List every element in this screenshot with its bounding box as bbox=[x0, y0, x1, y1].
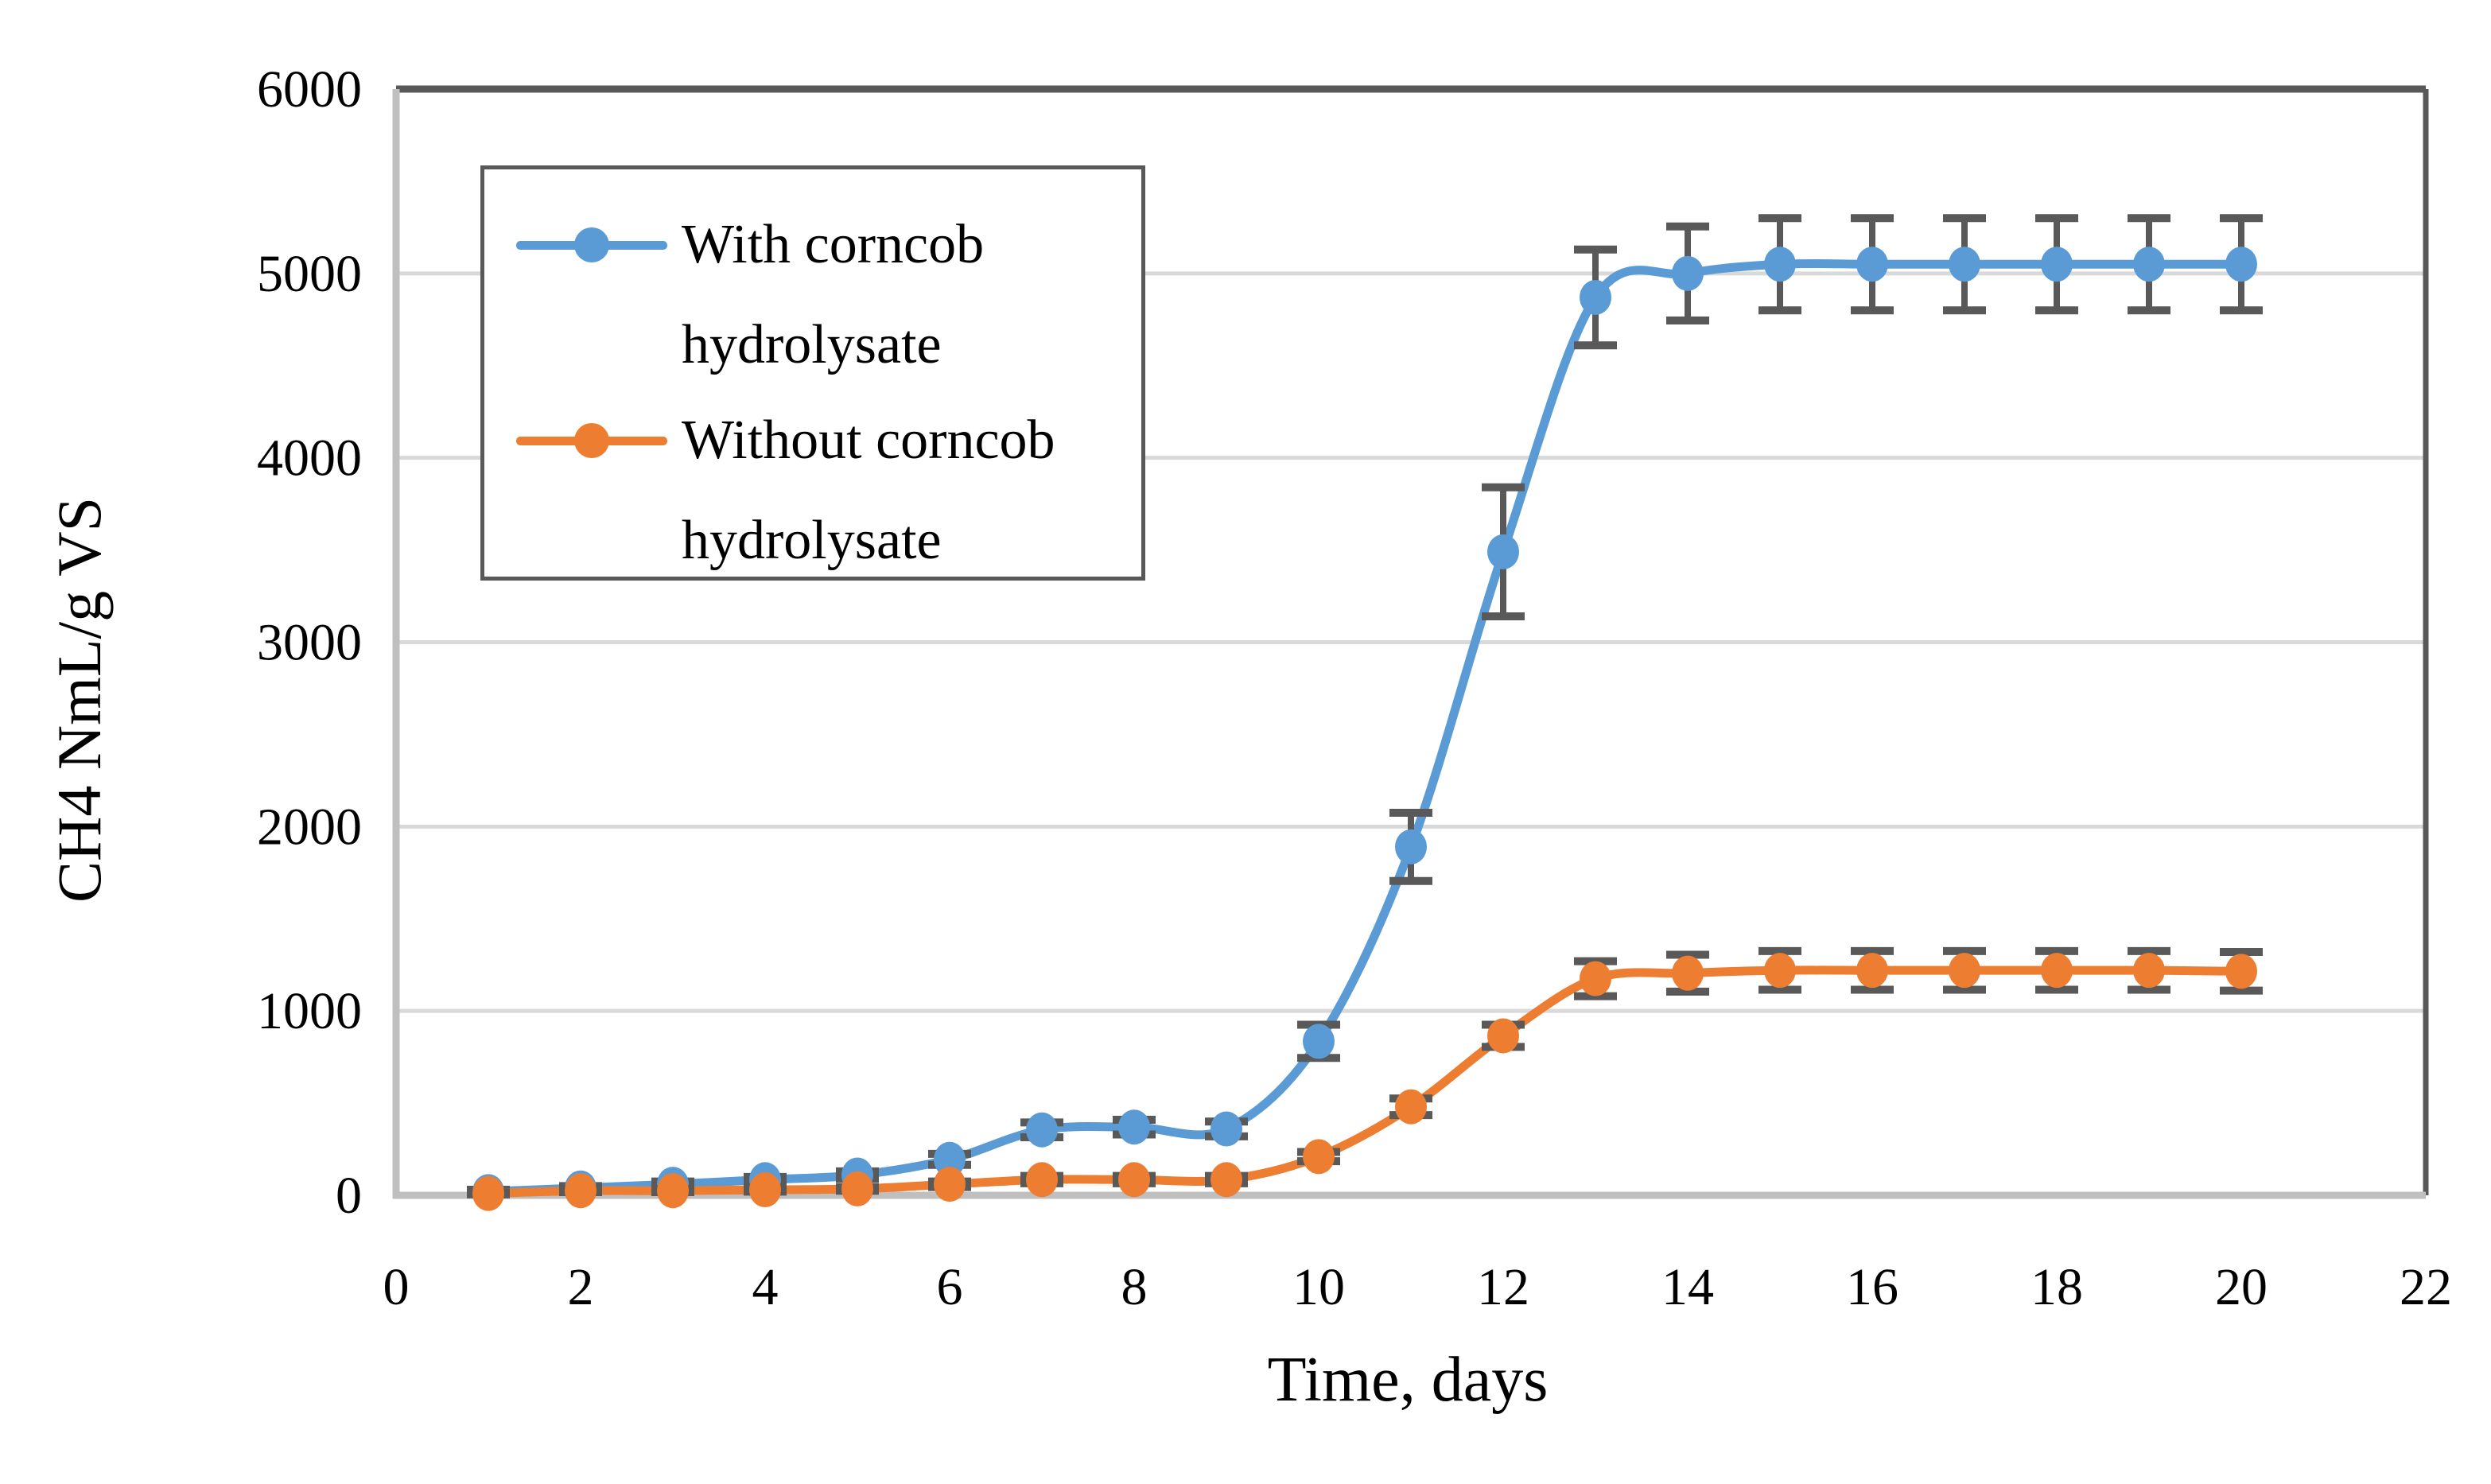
data-point-with-corncob bbox=[1118, 1109, 1150, 1145]
y-tick-label: 3000 bbox=[257, 614, 362, 672]
data-point-without-corncob bbox=[1949, 953, 1980, 989]
data-point-without-corncob bbox=[565, 1173, 597, 1209]
data-point-with-corncob bbox=[1211, 1111, 1242, 1147]
data-point-without-corncob bbox=[2225, 954, 2257, 989]
x-tick-label: 12 bbox=[1477, 1258, 1529, 1316]
legend-marker-with-corncob bbox=[516, 195, 667, 295]
legend-marker-without-corncob bbox=[516, 390, 667, 491]
data-point-without-corncob bbox=[657, 1173, 689, 1209]
legend-label-without-corncob: Without corncob hydrolysate bbox=[682, 410, 1055, 571]
data-point-with-corncob bbox=[1395, 829, 1427, 864]
x-tick-label: 16 bbox=[1846, 1258, 1898, 1316]
x-tick-label: 18 bbox=[2030, 1258, 2083, 1316]
x-tick-label: 10 bbox=[1292, 1258, 1345, 1316]
data-point-without-corncob bbox=[2041, 953, 2073, 989]
data-point-with-corncob bbox=[1026, 1112, 1058, 1148]
data-point-with-corncob bbox=[1303, 1024, 1335, 1059]
data-point-without-corncob bbox=[1118, 1162, 1150, 1198]
data-point-without-corncob bbox=[1580, 961, 1611, 996]
x-tick-label: 0 bbox=[383, 1258, 410, 1316]
data-point-with-corncob bbox=[2225, 247, 2257, 282]
data-point-without-corncob bbox=[1303, 1139, 1335, 1175]
data-point-without-corncob bbox=[1487, 1018, 1519, 1054]
data-point-without-corncob bbox=[1856, 953, 1888, 989]
x-tick-label: 2 bbox=[568, 1258, 594, 1316]
data-point-with-corncob bbox=[2041, 247, 2073, 282]
series-line-without-corncob bbox=[484, 965, 2246, 1198]
x-tick-label: 20 bbox=[2215, 1258, 2268, 1316]
x-tick-label: 8 bbox=[1121, 1258, 1148, 1316]
y-tick-label: 4000 bbox=[257, 429, 362, 488]
legend-label-with-corncob: With corncob hydrolysate bbox=[682, 214, 985, 375]
data-point-without-corncob bbox=[1672, 955, 1704, 991]
data-point-with-corncob bbox=[1487, 534, 1519, 569]
legend-dot-sample-blue bbox=[574, 227, 609, 262]
legend-box: With corncob hydrolysate Without corncob… bbox=[480, 165, 1145, 581]
y-tick-label: 0 bbox=[336, 1167, 362, 1225]
y-tick-label: 6000 bbox=[257, 60, 362, 118]
data-point-without-corncob bbox=[749, 1172, 781, 1208]
x-tick-label: 6 bbox=[937, 1258, 963, 1316]
legend-dot-sample-orange bbox=[574, 423, 609, 458]
data-point-with-corncob bbox=[1580, 279, 1611, 315]
y-tick-label: 1000 bbox=[257, 982, 362, 1040]
legend-entry-without-corncob: Without corncob hydrolysate bbox=[516, 390, 1127, 591]
y-tick-label: 5000 bbox=[257, 245, 362, 303]
x-axis-title: Time, days bbox=[1267, 1345, 1549, 1415]
data-point-with-corncob bbox=[1672, 255, 1704, 291]
data-point-without-corncob bbox=[2133, 953, 2165, 989]
x-tick-label: 4 bbox=[752, 1258, 779, 1316]
legend-entry-with-corncob: With corncob hydrolysate bbox=[516, 195, 1127, 395]
data-point-without-corncob bbox=[1211, 1162, 1242, 1198]
data-point-with-corncob bbox=[2133, 247, 2165, 282]
data-point-with-corncob bbox=[1764, 247, 1796, 282]
data-point-without-corncob bbox=[1395, 1089, 1427, 1125]
data-point-without-corncob bbox=[841, 1171, 873, 1206]
data-point-without-corncob bbox=[472, 1175, 504, 1211]
x-tick-label: 14 bbox=[1661, 1258, 1714, 1316]
y-tick-label: 2000 bbox=[257, 798, 362, 856]
data-point-with-corncob bbox=[1949, 247, 1980, 282]
data-point-with-corncob bbox=[1856, 247, 1888, 282]
data-point-without-corncob bbox=[1026, 1162, 1058, 1198]
x-tick-label: 22 bbox=[2400, 1258, 2452, 1316]
y-axis-title: CH4 NmL/g VS bbox=[45, 497, 114, 903]
data-point-without-corncob bbox=[1764, 953, 1796, 989]
data-point-with-corncob bbox=[934, 1141, 966, 1177]
data-point-without-corncob bbox=[934, 1167, 966, 1202]
